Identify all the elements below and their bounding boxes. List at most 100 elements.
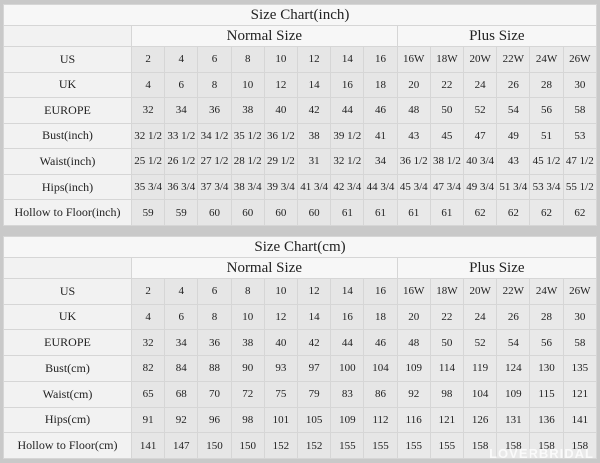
table-cell: 26 1/2 <box>164 148 199 175</box>
table-cell: 4 <box>164 278 199 305</box>
table-cell: 97 <box>297 355 332 382</box>
table-cell: 34 <box>363 148 398 175</box>
table-row: US 2 4 6 8 10 12 14 16 16W 18W 20W 22W 24W 26W <box>3 46 598 73</box>
table-cell: 48 <box>396 329 431 357</box>
table-cell: 12 <box>263 71 299 99</box>
group-header-row: Normal Size Plus Size <box>3 25 598 47</box>
table-cell: 41 3/4 <box>297 173 332 201</box>
table-cell: 109 <box>396 355 431 382</box>
table-cell: 6 <box>197 46 232 73</box>
table-cell: 12 <box>297 46 332 73</box>
table-cell: 93 <box>263 355 299 382</box>
table-cell: 84 <box>164 355 199 382</box>
table-cell: 10 <box>263 46 299 73</box>
table-cell: 40 3/4 <box>463 148 498 175</box>
table-cell: 124 <box>496 355 531 382</box>
table-cell: 158 <box>463 432 498 459</box>
table-cell: 28 <box>529 303 564 331</box>
watermark: LOVERBRIDAL <box>489 446 594 461</box>
table-cell: 112 <box>363 406 398 434</box>
table-cell: 51 3/4 <box>496 173 531 201</box>
table-cell: 8 <box>197 71 232 99</box>
table-cell: 38 <box>230 329 265 357</box>
table-row: Waist(inch) 25 1/2 26 1/2 27 1/2 28 1/2 29 1/… <box>3 148 598 175</box>
row-label: Waist(cm) <box>3 380 132 408</box>
table-cell: 83 <box>330 380 365 408</box>
table-cell: 26 <box>496 71 531 99</box>
table-cell: 18 <box>363 303 398 331</box>
table-cell: 90 <box>230 355 265 382</box>
header-blank <box>3 257 132 279</box>
table-cell: 135 <box>562 355 598 382</box>
table-cell: 158 <box>562 432 598 459</box>
table-cell: 28 1/2 <box>230 148 265 175</box>
table-cell: 46 <box>363 97 398 124</box>
table-cell: 58 <box>562 97 598 124</box>
table-cell: 14 <box>297 71 332 99</box>
table-cell: 43 <box>396 122 431 150</box>
table-cell: 26W <box>562 46 598 73</box>
table-cell: 10 <box>230 303 265 331</box>
table-cell: 155 <box>396 432 431 459</box>
table-cell: 16 <box>363 46 398 73</box>
table-cell: 49 <box>496 122 531 150</box>
table-cell: 98 <box>230 406 265 434</box>
table-cell: 36 <box>197 329 232 357</box>
table-cell: 47 3/4 <box>429 173 465 201</box>
table-cell: 24W <box>529 278 564 305</box>
table-cell: 59 <box>130 199 166 226</box>
table-cell: 42 <box>297 329 332 357</box>
table-cell: 32 1/2 <box>330 148 365 175</box>
table-cell: 54 <box>496 329 531 357</box>
table-cell: 34 <box>164 329 199 357</box>
table-cell: 4 <box>130 303 166 331</box>
table-cell: 62 <box>463 199 498 226</box>
table-cell: 37 3/4 <box>197 173 232 201</box>
row-label: US <box>3 278 132 305</box>
title-row: Size Chart(cm) <box>3 236 597 258</box>
table-cell: 35 3/4 <box>130 173 166 201</box>
table-cell: 14 <box>297 303 332 331</box>
table-cell: 96 <box>197 406 232 434</box>
table-cell: 38 3/4 <box>230 173 265 201</box>
table-cell: 88 <box>197 355 232 382</box>
table-cell: 60 <box>263 199 299 226</box>
table-cell: 16W <box>396 46 431 73</box>
table-cell: 61 <box>363 199 398 226</box>
row-label: EUROPE <box>3 97 132 124</box>
table-cell: 16W <box>396 278 431 305</box>
table-cell: 36 1/2 <box>396 148 431 175</box>
title-row: Size Chart(inch) <box>3 4 597 26</box>
table-cell: 40 <box>263 329 299 357</box>
table-cell: 26W <box>562 278 598 305</box>
table-cell: 33 1/2 <box>164 122 199 150</box>
table-cell: 105 <box>297 406 332 434</box>
table-cell: 155 <box>363 432 398 459</box>
row-label: Bust(cm) <box>3 355 132 382</box>
table-cell: 141 <box>130 432 166 459</box>
table-cell: 47 1/2 <box>562 148 598 175</box>
table-row: Hips(inch) 35 3/4 36 3/4 37 3/4 38 3/4 39 3/4… <box>3 173 598 201</box>
table-cell: 32 <box>130 97 166 124</box>
table-cell: 8 <box>230 278 265 305</box>
table-cell: 136 <box>529 406 564 434</box>
table-cell: 150 <box>230 432 265 459</box>
table-cell: 24W <box>529 46 564 73</box>
table-cell: 30 <box>562 71 598 99</box>
table-cell: 31 <box>297 148 332 175</box>
size-table: Size Chart(cm) Normal Size Plus Size US 2 4 6 8… <box>3 236 598 459</box>
table-cell: 61 <box>396 199 431 226</box>
table-cell: 86 <box>363 380 398 408</box>
table-cell: 14 <box>330 278 365 305</box>
table-cell: 44 3/4 <box>363 173 398 201</box>
table-cell: 38 <box>230 97 265 124</box>
table-row: UK 4 6 8 10 12 14 16 18 20 22 24 26 28 30 <box>3 71 598 99</box>
table-cell: 32 <box>130 329 166 357</box>
table-cell: 39 3/4 <box>263 173 299 201</box>
table-cell: 131 <box>496 406 531 434</box>
table-cell: 44 <box>330 97 365 124</box>
table-cell: 51 <box>529 122 564 150</box>
table-cell: 98 <box>429 380 465 408</box>
table-cell: 49 3/4 <box>463 173 498 201</box>
table-title: Size Chart(inch) <box>3 4 597 26</box>
